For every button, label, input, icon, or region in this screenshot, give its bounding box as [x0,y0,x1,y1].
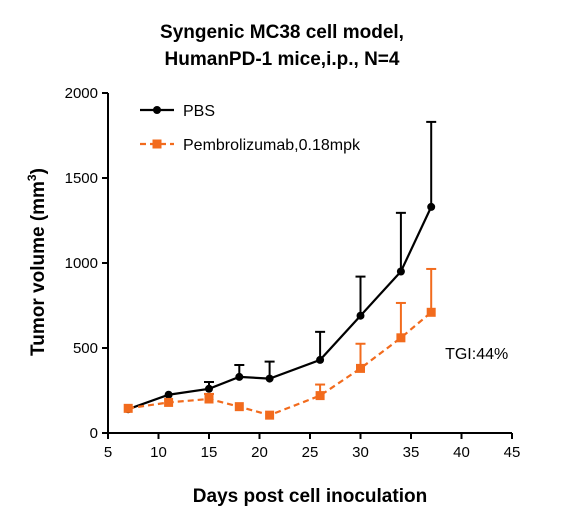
y-axis-title-close: ) [28,168,49,174]
pembrolizumab-point [265,410,275,420]
y-tick-label: 0 [90,425,98,442]
pembrolizumab-point [204,394,214,404]
svg-text:Tumor volume (mm3): Tumor volume (mm3) [25,168,49,356]
pbs-point [164,390,173,399]
legend-pembrolizumab-marker [152,139,162,149]
y-axis-title-superscript: 3 [25,174,39,181]
pbs-point [427,202,436,211]
pbs-point [205,384,213,393]
x-tick-label: 40 [453,444,470,461]
plot-area: 5 10 15 20 25 30 35 40 45 0 500 1000 1500 2000 PBS Pemb… [65,85,521,461]
pembrolizumab-point [123,403,133,413]
pembrolizumab-point [315,391,325,401]
x-axis-title: Days post cell inoculation [193,486,427,507]
x-tick-label: 15 [201,444,218,461]
x-tick-label: 5 [104,444,112,461]
chart-title-line-2: HumanPD-1 mice,i.p., N=4 [165,49,400,70]
pembrolizumab-point [234,402,244,412]
x-tick-label: 25 [302,444,319,461]
y-axis-title-text: Tumor volume (mm [28,181,49,356]
pbs-point [265,374,274,383]
y-tick-label: 2000 [65,85,98,102]
pbs-point [316,355,325,364]
chart-title-line-1: Syngenic MC38 cell model, [160,22,404,43]
y-tick-label: 1500 [65,170,98,187]
x-tick-label: 30 [352,444,369,461]
pbs-point [235,372,244,381]
pembrolizumab-series-line [128,311,432,417]
y-axis-title: Tumor volume (mm3) [25,168,49,356]
y-tick-label: 500 [73,340,98,357]
x-tick-label: 10 [150,444,167,461]
pbs-point [356,311,365,320]
pembrolizumab-point [396,333,406,343]
pbs-point [396,267,405,276]
x-tick-label: 45 [504,444,521,461]
y-tick-label: 1000 [65,255,98,272]
x-tick-label: 35 [403,444,420,461]
tgi-annotation: TGI:44% [445,346,508,363]
pembrolizumab-point [426,307,436,317]
legend-pbs-label: PBS [183,103,215,120]
legend-pembrolizumab-label: Pembrolizumab,0.18mpk [183,137,361,154]
pbs-series-line [127,206,433,411]
pembrolizumab-point [356,363,365,373]
x-tick-label: 20 [251,444,268,461]
pembrolizumab-point [164,397,174,407]
legend-pbs-marker [153,106,161,114]
